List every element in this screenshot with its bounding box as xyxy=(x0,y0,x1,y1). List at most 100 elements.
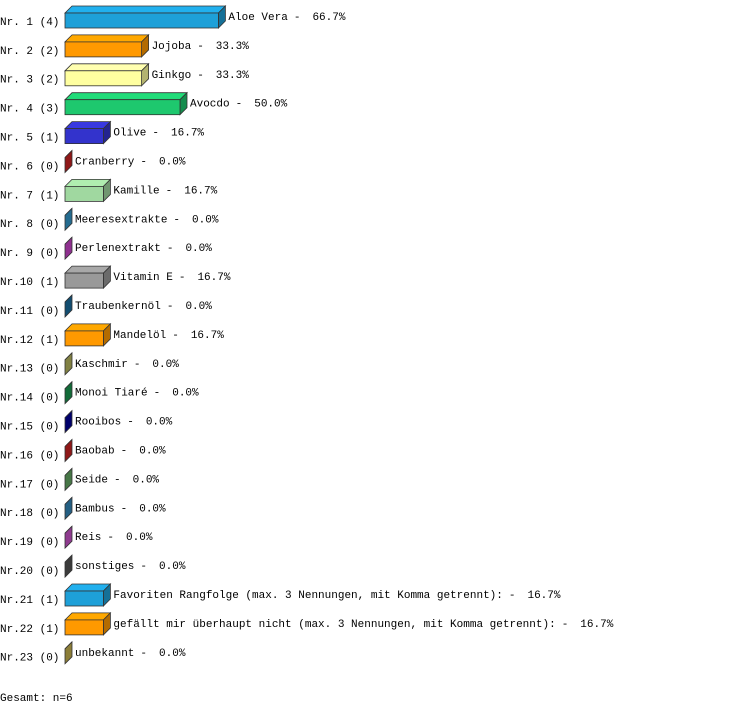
row-label: Nr.10 (1) xyxy=(0,277,59,289)
bar-front xyxy=(64,272,104,289)
category-label: Olive xyxy=(113,128,146,140)
separator: - xyxy=(509,590,516,602)
bar xyxy=(64,438,73,463)
row-label: Nr.21 (1) xyxy=(0,595,59,607)
bar-top xyxy=(64,34,150,43)
category-label: Ginkgo xyxy=(152,70,192,82)
row-label: Nr.20 (0) xyxy=(0,566,59,578)
bar xyxy=(64,33,150,58)
row-label: Nr. 2 (2) xyxy=(0,46,59,58)
separator: - xyxy=(114,474,121,486)
bar-label: Cranberry -0.0% xyxy=(75,156,186,168)
bar-label: Seide -0.0% xyxy=(75,474,159,486)
value-label: 0.0% xyxy=(159,561,186,573)
category-label: Kaschmir xyxy=(75,359,128,371)
value-label: 0.0% xyxy=(152,359,179,371)
bar-side xyxy=(64,640,73,665)
row-label: Nr.13 (0) xyxy=(0,364,59,376)
separator: - xyxy=(121,503,128,515)
value-label: 0.0% xyxy=(139,445,166,457)
row-label: Nr.15 (0) xyxy=(0,422,59,434)
bar-side xyxy=(64,496,73,521)
category-label: Meeresextrakte xyxy=(75,214,167,226)
bar-top xyxy=(64,92,188,101)
category-label: gefällt mir überhaupt nicht (max. 3 Nenn… xyxy=(113,619,555,631)
bar xyxy=(64,380,73,405)
bar-top xyxy=(64,178,112,187)
category-label: Kamille xyxy=(113,185,159,197)
separator: - xyxy=(197,70,204,82)
row-label: Nr.23 (0) xyxy=(0,653,59,665)
value-label: 0.0% xyxy=(192,214,219,226)
bar-side xyxy=(64,207,73,232)
row-label: Nr. 4 (3) xyxy=(0,104,59,116)
row-label: Nr.19 (0) xyxy=(0,537,59,549)
category-label: Perlenextrakt xyxy=(75,243,161,255)
bar-side xyxy=(64,351,73,376)
category-label: unbekannt xyxy=(75,648,134,660)
bar-label: Traubenkernöl -0.0% xyxy=(75,301,212,313)
bar-label: Avocdo -50.0% xyxy=(190,99,288,111)
bar xyxy=(64,640,73,665)
bar-label: Baobab -0.0% xyxy=(75,445,166,457)
bar-label: sonstiges -0.0% xyxy=(75,561,186,573)
row-label: Nr.14 (0) xyxy=(0,393,59,405)
bar-side xyxy=(64,409,73,434)
bar-label: Meeresextrakte -0.0% xyxy=(75,214,219,226)
bar xyxy=(64,91,188,116)
value-label: 0.0% xyxy=(126,532,153,544)
separator: - xyxy=(154,388,161,400)
bar-label: Aloe Vera -66.7% xyxy=(228,12,345,24)
bar xyxy=(64,5,227,29)
bar-label: unbekannt -0.0% xyxy=(75,648,186,660)
bar-top xyxy=(64,583,112,592)
value-label: 66.7% xyxy=(312,12,345,24)
row-label: Nr. 1 (4) xyxy=(0,17,59,29)
bar xyxy=(64,554,73,579)
bar-side xyxy=(64,380,73,405)
bar-label: Favoriten Rangfolge (max. 3 Nennungen, m… xyxy=(113,590,560,602)
bar-label: Vitamin E -16.7% xyxy=(113,272,230,284)
separator: - xyxy=(166,185,173,197)
bar xyxy=(64,149,73,174)
bar xyxy=(64,467,73,492)
value-label: 0.0% xyxy=(133,474,160,486)
row-label: Nr.11 (0) xyxy=(0,306,59,318)
bar-top xyxy=(64,121,112,130)
bar xyxy=(64,611,112,636)
bar-side xyxy=(64,438,73,463)
row-label: Nr. 8 (0) xyxy=(0,219,59,231)
row-label: Nr.22 (1) xyxy=(0,624,59,636)
bar-top xyxy=(64,5,227,14)
value-label: 0.0% xyxy=(185,301,212,313)
separator: - xyxy=(167,301,174,313)
bar-top xyxy=(64,323,112,332)
bar-front xyxy=(64,330,104,347)
bar-label: Kamille -16.7% xyxy=(113,185,217,197)
separator: - xyxy=(140,156,147,168)
row-label: Nr. 9 (0) xyxy=(0,248,59,260)
bar-side xyxy=(64,525,73,550)
bar xyxy=(64,496,73,521)
bar-label: Perlenextrakt -0.0% xyxy=(75,243,212,255)
value-label: 50.0% xyxy=(254,99,287,111)
row-label: Nr.12 (1) xyxy=(0,335,59,347)
category-label: Rooibos xyxy=(75,417,121,429)
row-label: Nr. 5 (1) xyxy=(0,133,59,145)
bar-label: Mandelöl -16.7% xyxy=(113,330,224,342)
row-label: Nr. 7 (1) xyxy=(0,190,59,202)
separator: - xyxy=(294,12,301,24)
bar-front xyxy=(64,12,219,29)
bar-label: Olive -16.7% xyxy=(113,128,204,140)
bar xyxy=(64,236,73,261)
separator: - xyxy=(197,41,204,53)
row-label: Nr.17 (0) xyxy=(0,479,59,491)
row-label: Nr.16 (0) xyxy=(0,450,59,462)
separator: - xyxy=(127,417,134,429)
category-label: Aloe Vera xyxy=(228,12,288,24)
row-label: Nr. 3 (2) xyxy=(0,75,59,87)
separator: - xyxy=(140,561,147,573)
bar-front xyxy=(64,41,142,58)
category-label: Bambus xyxy=(75,503,115,515)
